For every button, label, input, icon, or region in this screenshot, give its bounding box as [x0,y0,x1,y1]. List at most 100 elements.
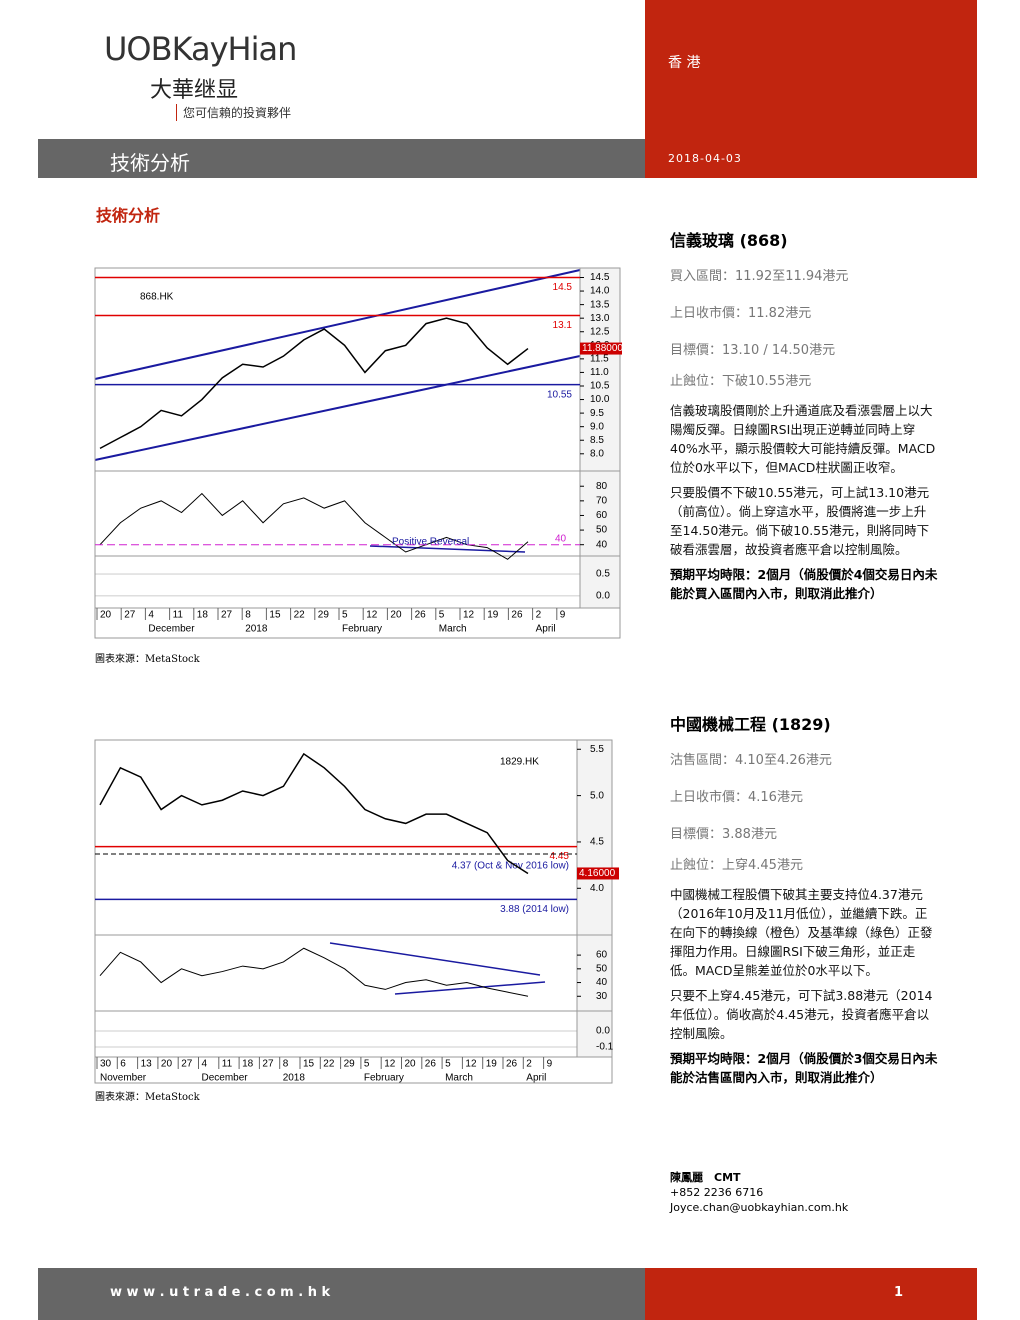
axis-panel [576,739,613,1058]
x-tick-label: 8 [283,1059,289,1070]
x-tick-label: 15 [303,1059,315,1070]
y-tick-label: 11.5 [590,354,609,365]
x-tick-label: 22 [323,1059,335,1070]
stock-field: 買入區間：11.92至11.94港元 [670,269,849,284]
month-label: 2018 [245,624,268,635]
chart-title: 1829.HK [500,757,539,768]
x-tick-label: 27 [181,1059,193,1070]
header-bar [38,139,645,178]
rsi-tick-label: 40 [596,977,608,988]
x-tick-label: 2 [536,610,542,621]
y-tick-label: 13.0 [590,313,610,324]
x-tick-label: 20 [161,1059,173,1070]
x-tick-label: 9 [547,1059,553,1070]
logo-cn: 大華继显 [150,78,239,103]
x-tick-label: 27 [221,610,233,621]
month-label: March [445,1073,473,1084]
note: 預期平均時限：2個月（倘股價於3個交易日內未能於沽售區間內入市，則取消此推介） [670,1051,938,1085]
footer-bar [38,1268,645,1320]
trend-line [329,942,541,976]
x-tick-label: 12 [465,1059,477,1070]
x-tick-label: 29 [344,1059,356,1070]
month-label: December [148,624,195,635]
y-tick-label: 10.0 [590,394,610,405]
x-tick-label: 19 [486,1059,498,1070]
y-tick-label: 5.0 [590,790,604,801]
x-tick-label: 18 [242,1059,254,1070]
stock-field: 上日收市價：4.16港元 [670,790,803,805]
stock-field: 上日收市價：11.82港元 [670,306,812,321]
stock-title: 信義玻璃 (868) [670,231,788,250]
x-tick-label: 27 [124,610,136,621]
level-label: 10.55 [547,389,572,400]
stock-field: 目標價：13.10 / 14.50港元 [670,343,836,358]
chart-source: 圖表來源：MetaStock [95,654,200,665]
y-tick-label: 14.0 [590,286,610,297]
stock-title: 中國機械工程 (1829) [670,715,831,734]
x-tick-label: 11 [222,1059,233,1070]
banner-title: 技術分析 [110,151,190,175]
logo: UOBKayHian [104,30,297,68]
analyst-email: Joyce.chan@uobkayhian.com.hk [670,1201,849,1214]
x-tick-label: 4 [202,1059,208,1070]
stock-field: 止蝕位：上穿4.45港元 [670,858,803,873]
footer-red [645,1268,977,1320]
section-title: 技術分析 [96,206,161,225]
x-tick-label: 19 [487,610,499,621]
y-tick-label: 9.0 [590,421,604,432]
y-tick-label: 4.5 [590,837,604,848]
date: 2018-04-03 [668,152,742,165]
note: 預期平均時限：2個月（倘股價於4個交易日內未能於買入區間內入市，則取消此推介） [670,567,938,601]
rsi-line [99,492,529,560]
x-tick-label: 5 [439,610,445,621]
region: 香 港 [668,55,701,71]
price-line [99,317,529,450]
stock-field: 沽售區間：4.10至4.26港元 [670,753,832,768]
level-label: 3.88 (2014 low) [500,904,569,915]
x-tick-label: 12 [366,610,378,621]
analyst-name: 陳鳳麗 CMT [670,1171,741,1184]
rsi-tick-label: 30 [596,991,608,1002]
y-tick-label: 10.5 [590,381,610,392]
analyst-phone: +852 2236 6716 [670,1186,764,1199]
paragraph: 信義玻璃股價剛於上升通道底及看漲雲層上以大陽燭反彈。日線圖RSI出現正逆轉並同時… [670,403,936,475]
tagline: 您可信賴的投資夥伴 [176,104,291,121]
month-label: 2018 [283,1073,306,1084]
price-tag [577,867,619,880]
month-label: November [100,1073,147,1084]
rsi-tick-label: 60 [596,950,608,961]
x-tick-label: 15 [269,610,281,621]
rsi-tick-label: 60 [596,510,608,521]
rsi-tick-label: 50 [596,525,608,536]
month-label: March [439,624,467,635]
x-tick-label: 26 [415,610,427,621]
rsi-tick-label: 80 [596,481,608,492]
trend-line [94,355,581,461]
chart-source: 圖表來源：MetaStock [95,1092,200,1103]
stock-field: 止蝕位：下破10.55港元 [670,374,812,389]
macd-tick-label: 0.0 [596,1026,610,1037]
trend-line [369,545,526,553]
month-label: April [536,624,556,635]
level-label: 4.45 [550,851,570,862]
x-tick-label: 4 [148,610,154,621]
x-tick-label: 20 [100,610,112,621]
x-tick-label: 12 [463,610,475,621]
macd-tick-label: 0.5 [596,569,610,580]
stock-field: 目標價：3.88港元 [670,827,777,842]
x-tick-label: 27 [262,1059,274,1070]
x-tick-label: 5 [445,1059,451,1070]
trend-line [94,269,581,380]
y-tick-label: 11.0 [590,367,609,378]
paragraph: 中國機械工程股價下破其主要支持位4.37港元（2016年10月及11月低位），並… [670,887,933,978]
level-label: 4.37 (Oct & Nov 2016 low) [452,861,569,872]
price-tag-label: 11.88000 [582,343,623,354]
x-tick-label: 11 [173,610,184,621]
rsi-tick-label: 70 [596,495,608,506]
x-tick-label: 13 [141,1059,153,1070]
x-tick-label: 26 [425,1059,437,1070]
y-tick-label: 5.5 [590,744,604,755]
x-tick-label: 9 [560,610,566,621]
x-tick-label: 20 [390,610,402,621]
